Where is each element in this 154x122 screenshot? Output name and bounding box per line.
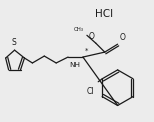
Text: O: O — [120, 33, 126, 42]
Text: S: S — [11, 38, 16, 47]
Text: NH: NH — [69, 62, 80, 68]
Text: HCl: HCl — [95, 9, 113, 19]
Text: *: * — [85, 48, 88, 54]
Text: Cl: Cl — [87, 87, 94, 96]
Text: O: O — [89, 32, 95, 41]
Text: CH₃: CH₃ — [74, 27, 84, 32]
